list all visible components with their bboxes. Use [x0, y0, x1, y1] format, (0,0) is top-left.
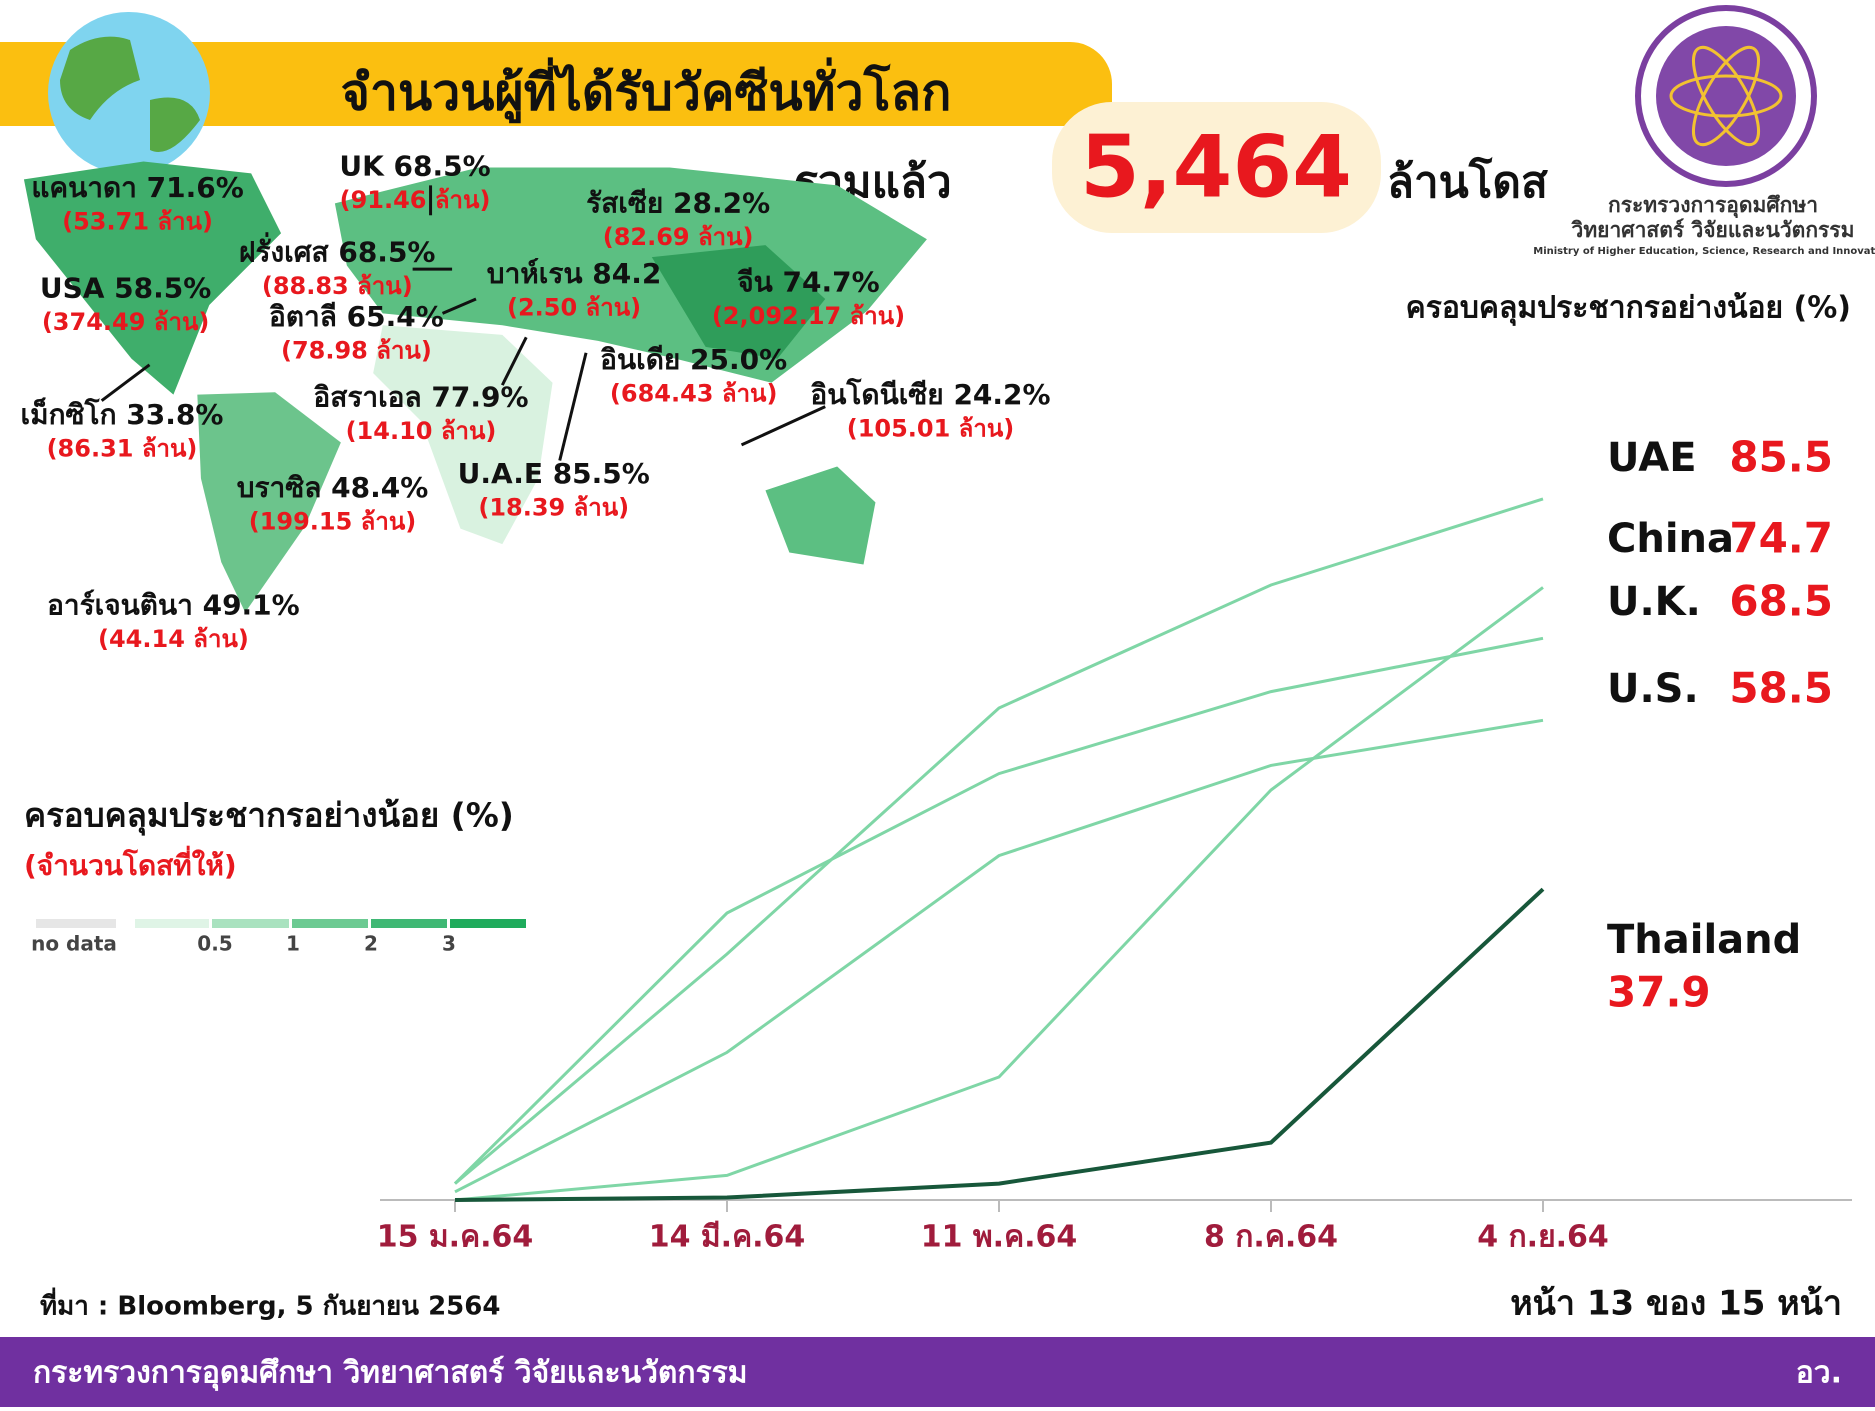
- map-doses: (91.46 ล้าน): [340, 186, 491, 214]
- map-label: USA 58.5%: [40, 271, 211, 304]
- series-end-value: 37.9: [1607, 968, 1711, 1017]
- map-doses: (44.14 ล้าน): [98, 625, 249, 653]
- series-name: Thailand: [1607, 917, 1801, 963]
- map-region: [765, 466, 876, 565]
- legend-subtitle: (จำนวนโดสที่ให้): [24, 845, 237, 882]
- map-label: U.A.E 85.5%: [458, 457, 650, 490]
- series-end-value: 74.7: [1729, 514, 1833, 563]
- x-tick-label: 4 ก.ย.64: [1477, 1220, 1609, 1255]
- series-name: U.K.: [1607, 579, 1701, 625]
- arrow: [441, 297, 477, 315]
- legend-swatch: [292, 919, 368, 928]
- x-tick-label: 8 ก.ค.64: [1204, 1220, 1338, 1255]
- map-label: บาห์เรน 84.2: [487, 257, 662, 290]
- map-label: จีน 74.7%: [737, 265, 880, 298]
- legend-swatch: [450, 919, 526, 928]
- series-name: U.S.: [1607, 666, 1699, 712]
- map-region: [197, 392, 341, 613]
- logo-text: Ministry of Higher Education, Science, R…: [1533, 246, 1875, 257]
- map-doses: (2.50 ล้าน): [507, 294, 641, 322]
- legend-swatch: [135, 919, 209, 928]
- map-label: อาร์เจนตินา 49.1%: [47, 588, 300, 621]
- legend-label: 2: [364, 932, 378, 956]
- map-legend: no data 0.5 1 2 3: [31, 919, 526, 956]
- globe-land: [60, 36, 200, 152]
- total-pill: [1052, 102, 1381, 233]
- series-end-value: 85.5: [1729, 433, 1833, 482]
- map-label: แคนาดา 71.6%: [31, 171, 243, 204]
- map-region: [23, 161, 282, 395]
- map-label: อิตาลี 65.4%: [269, 300, 444, 333]
- logo-orbit: [1692, 45, 1760, 147]
- footer-abbr: อว.: [1796, 1356, 1842, 1391]
- map-label: เม็กซิโก 33.8%: [21, 397, 224, 431]
- map-label: UK 68.5%: [339, 149, 490, 182]
- logo: [1656, 26, 1796, 166]
- map-label: อิสราเอล 77.9%: [313, 380, 528, 413]
- x-tick-label: 11 พ.ค.64: [921, 1220, 1078, 1255]
- map-doses: (88.83 ล้าน): [262, 272, 413, 300]
- map-doses: (78.98 ล้าน): [281, 337, 432, 365]
- title-banner: [0, 42, 1112, 126]
- legend-swatch: [212, 919, 289, 928]
- chart: 15 ม.ค.64 14 มี.ค.64 11 พ.ค.64 8 ก.ค.64 4 ก.…: [377, 433, 1852, 1255]
- total-unit: ล้านโดส: [1387, 155, 1548, 208]
- map-doses: (86.31 ล้าน): [47, 435, 198, 463]
- map-doses: (374.49 ล้าน): [42, 308, 210, 336]
- map-doses: (199.15 ล้าน): [249, 508, 417, 536]
- legend-label: no data: [31, 932, 117, 956]
- chart-title: ครอบคลุมประชากรอย่างน้อย (%): [1406, 291, 1851, 327]
- legend-swatch: [36, 919, 116, 928]
- x-tick-label: 15 ม.ค.64: [377, 1220, 534, 1255]
- x-tick-label: 14 มี.ค.64: [649, 1220, 806, 1255]
- page-number: หน้า 13 ของ 15 หน้า: [1510, 1284, 1842, 1324]
- series-end-value: 58.5: [1729, 664, 1833, 713]
- arrow: [100, 363, 151, 402]
- arrow: [558, 352, 588, 461]
- legend-swatch: [371, 919, 447, 928]
- footer-org: กระทรวงการอุดมศึกษา วิทยาศาสตร์ วิจัยและ…: [33, 1356, 748, 1392]
- series-line: [454, 497, 1544, 1185]
- map-doses: (684.43 ล้าน): [610, 380, 778, 408]
- legend-label: 1: [286, 932, 300, 956]
- map-doses: (14.10 ล้าน): [346, 417, 497, 445]
- series-line: [454, 887, 1545, 1202]
- total-value: 5,464: [1080, 117, 1352, 217]
- map-region: [373, 325, 553, 545]
- arrow: [740, 405, 826, 447]
- arrow: [500, 336, 528, 386]
- title: จำนวนผู้ที่ได้รับวัคซีนทั่วโลก: [341, 58, 952, 124]
- logo-orbit: [1692, 45, 1760, 147]
- source: ที่มา : Bloomberg, 5 กันยายน 2564: [40, 1287, 500, 1322]
- map-doses: (53.71 ล้าน): [62, 207, 213, 235]
- legend-label: 0.5: [197, 932, 232, 956]
- logo-text: วิทยาศาสตร์ วิจัยและนวัตกรรม: [1570, 218, 1854, 242]
- series-name: UAE: [1607, 435, 1697, 481]
- map-doses: (2,092.17 ล้าน): [712, 302, 905, 330]
- series-name: China: [1607, 516, 1734, 562]
- map-doses: (18.39 ล้าน): [478, 493, 629, 521]
- series-line: [454, 718, 1544, 1194]
- map-label: บราซิล 48.4%: [237, 471, 429, 504]
- map-doses: (82.69 ล้าน): [603, 223, 754, 251]
- series-line: [453, 636, 1544, 1185]
- map-label: อินโดนีเซีย 24.2%: [810, 377, 1050, 411]
- series-line: [454, 586, 1544, 1202]
- legend-label: 3: [442, 932, 456, 956]
- map-doses: (105.01 ล้าน): [847, 414, 1015, 442]
- map-label: รัสเซีย 28.2%: [586, 187, 770, 220]
- map-label: อินเดีย 25.0%: [600, 343, 787, 376]
- series-end-value: 68.5: [1729, 577, 1833, 626]
- world-map: [23, 161, 927, 613]
- logo-orbit: [1669, 74, 1783, 118]
- legend-title: ครอบคลุมประชากรอย่างน้อย (%): [24, 796, 514, 837]
- map-region: [651, 245, 826, 359]
- logo-text: กระทรวงการอุดมศึกษา: [1608, 193, 1818, 219]
- map-label: ฝรั่งเศส 68.5%: [239, 232, 435, 269]
- footer-band: [0, 1337, 1875, 1407]
